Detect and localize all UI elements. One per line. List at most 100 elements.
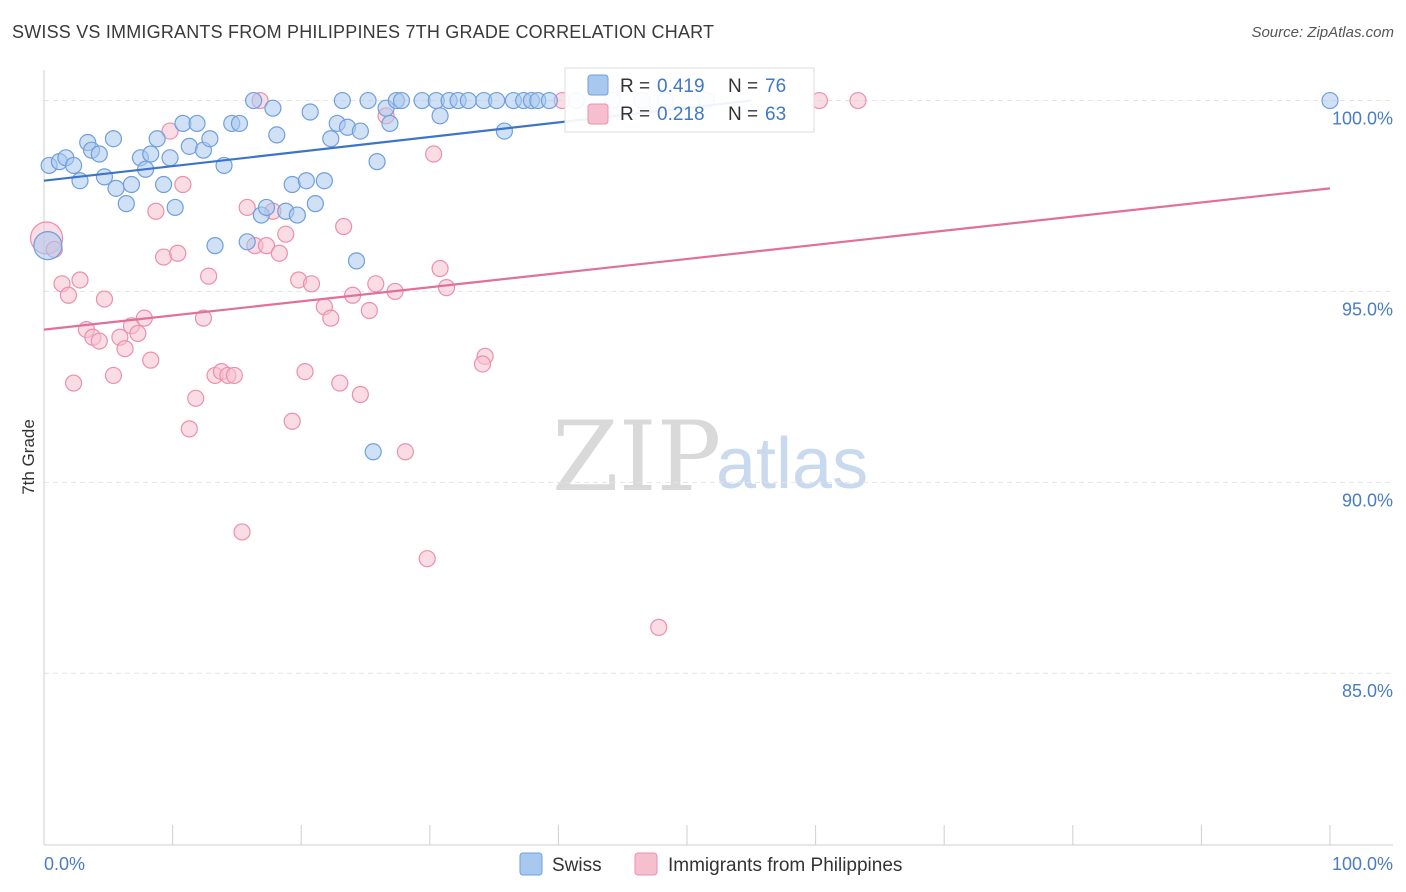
point-philippines [437, 279, 456, 297]
point-swiss [495, 122, 513, 140]
point-philippines [296, 363, 314, 381]
point-philippines [277, 225, 295, 243]
point-philippines [147, 202, 165, 220]
point-swiss [322, 130, 340, 148]
y-tick-label: 100.0% [1332, 109, 1393, 129]
x-tick-label-min: 0.0% [44, 854, 85, 874]
point-philippines [233, 523, 251, 541]
legend-swiss-r-label: R = [620, 76, 650, 97]
point-swiss [351, 122, 369, 140]
point-swiss [117, 195, 135, 213]
point-philippines [431, 259, 449, 278]
point-swiss [364, 443, 382, 461]
legend-phil-n-value: 63 [765, 104, 786, 125]
point-swiss [90, 145, 108, 163]
point-philippines [367, 275, 385, 293]
point-philippines [187, 389, 205, 407]
bottom-legend-swatch-swiss [519, 852, 543, 876]
point-philippines [194, 309, 213, 327]
point-swiss [368, 153, 386, 171]
point-swiss [257, 198, 276, 217]
point-philippines [351, 385, 369, 404]
watermark-zip: ZIP [552, 401, 721, 513]
point-swiss [359, 91, 377, 110]
point-swiss [264, 99, 282, 117]
legend-phil-n-label: N = [728, 104, 758, 125]
point-philippines [169, 244, 187, 262]
point-philippines [270, 244, 288, 262]
x-tick-label-max: 100.0% [1332, 854, 1393, 874]
point-philippines [95, 290, 114, 308]
point-philippines [64, 374, 83, 392]
point-swiss [201, 130, 219, 148]
point-swiss [122, 175, 141, 194]
point-philippines [650, 618, 668, 636]
point-swiss [297, 172, 315, 190]
y-tick-label: 85.0% [1342, 681, 1393, 701]
point-philippines [104, 366, 123, 385]
point-swiss [1321, 91, 1339, 110]
point-philippines [335, 217, 353, 236]
source-label: Source: ZipAtlas.com [1251, 24, 1394, 41]
legend-phil-r-value: 0.218 [657, 104, 705, 125]
point-philippines [302, 275, 321, 293]
point-philippines [283, 412, 301, 430]
legend-swiss-n-label: N = [728, 76, 758, 97]
point-swiss [206, 237, 224, 255]
point-swiss [64, 156, 83, 175]
point-swiss [315, 172, 333, 190]
point-philippines [129, 324, 147, 343]
point-swiss [180, 137, 198, 155]
point-swiss [540, 91, 558, 110]
point-philippines [257, 237, 276, 255]
grid-lines [44, 100, 1393, 674]
point-swiss [245, 91, 263, 110]
point-philippines [142, 351, 160, 369]
point-philippines [238, 198, 256, 217]
point-philippines [418, 550, 436, 568]
point-swiss [188, 114, 206, 133]
point-philippines [59, 286, 78, 304]
legend-swatch-philippines [587, 103, 609, 125]
point-philippines [200, 267, 218, 285]
axes [43, 70, 1393, 846]
correlation-legend: R = 0.419 N = 76 R = 0.218 N = 63 [564, 67, 815, 133]
point-philippines [90, 332, 108, 350]
point-swiss [166, 198, 184, 217]
point-philippines [71, 271, 89, 289]
point-swiss [148, 130, 166, 148]
point-swiss [33, 231, 63, 261]
point-philippines [180, 420, 198, 438]
point-swiss [161, 149, 179, 167]
y-tick-label: 95.0% [1342, 299, 1393, 319]
point-philippines [174, 175, 192, 194]
bottom-legend-label-philippines: Immigrants from Philippines [668, 855, 902, 876]
y-tick-label: 90.0% [1342, 490, 1393, 510]
series-legend: Swiss Immigrants from Philippines [519, 852, 902, 876]
point-swiss [107, 179, 125, 197]
point-philippines [322, 309, 340, 327]
legend-phil-r-label: R = [620, 104, 650, 125]
point-philippines [225, 366, 243, 385]
chart-title: SWISS VS IMMIGRANTS FROM PHILIPPINES 7TH… [12, 22, 715, 42]
legend-swiss-n-value: 76 [765, 76, 786, 97]
point-swiss [431, 107, 449, 125]
point-philippines [116, 340, 134, 358]
y-axis-label: 7th Grade [19, 419, 38, 495]
watermark-atlas: atlas [716, 424, 868, 504]
point-swiss [488, 91, 506, 110]
point-swiss [154, 175, 173, 194]
trend-lines [43, 99, 1331, 331]
bottom-legend-swatch-philippines [634, 852, 658, 876]
x-axis-ticks [43, 825, 1331, 845]
point-swiss [142, 145, 160, 163]
point-swiss [392, 91, 411, 110]
point-swiss [230, 114, 249, 133]
point-swiss [288, 206, 306, 224]
point-swiss [283, 175, 301, 194]
points-philippines [29, 91, 867, 636]
point-philippines [154, 248, 173, 266]
y-axis-tick-labels: 85.0% 90.0% 95.0% 100.0% [1332, 109, 1393, 702]
point-philippines [331, 374, 349, 392]
